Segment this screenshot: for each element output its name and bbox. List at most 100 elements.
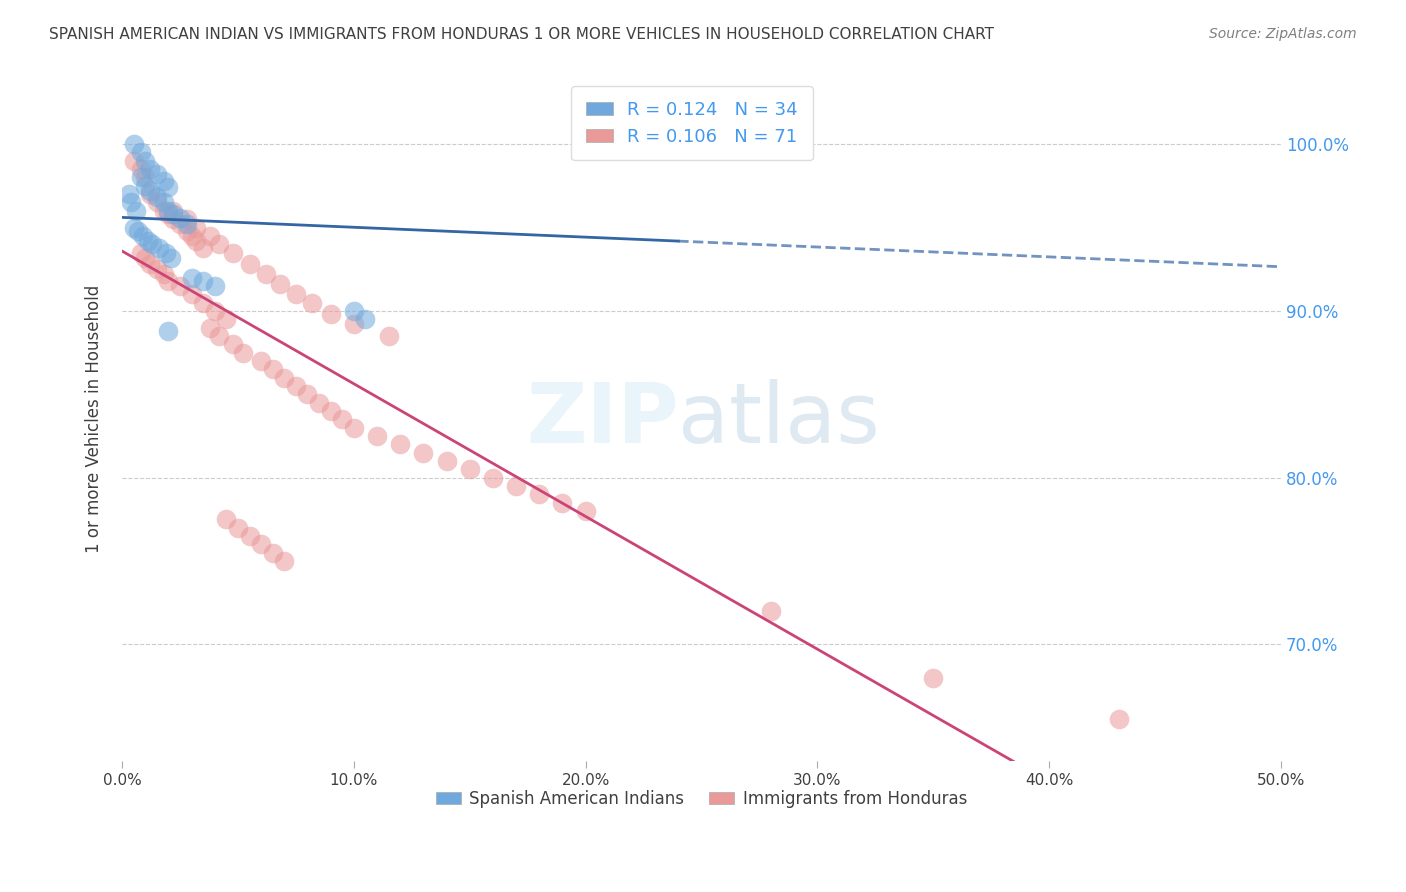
Point	[215, 512, 238, 526]
Point	[159, 251, 181, 265]
Point	[169, 211, 191, 225]
Point	[157, 203, 180, 218]
Legend: Spanish American Indians, Immigrants from Honduras: Spanish American Indians, Immigrants fro…	[429, 783, 974, 814]
Point	[139, 184, 162, 198]
Point	[319, 307, 342, 321]
Point	[148, 240, 170, 254]
Point	[141, 237, 163, 252]
Point	[366, 429, 388, 443]
Point	[122, 153, 145, 168]
Point	[193, 274, 215, 288]
Point	[759, 604, 782, 618]
Point	[152, 267, 174, 281]
Text: Source: ZipAtlas.com: Source: ZipAtlas.com	[1209, 27, 1357, 41]
Point	[308, 395, 330, 409]
Point	[204, 278, 226, 293]
Text: SPANISH AMERICAN INDIAN VS IMMIGRANTS FROM HONDURAS 1 OR MORE VEHICLES IN HOUSEH: SPANISH AMERICAN INDIAN VS IMMIGRANTS FR…	[49, 27, 994, 42]
Point	[238, 257, 260, 271]
Y-axis label: 1 or more Vehicles in Household: 1 or more Vehicles in Household	[86, 285, 103, 553]
Point	[215, 312, 238, 326]
Point	[176, 224, 198, 238]
Point	[139, 257, 162, 271]
Point	[343, 420, 366, 434]
Point	[146, 262, 169, 277]
Point	[412, 445, 434, 459]
Point	[176, 212, 198, 227]
Point	[134, 170, 156, 185]
Point	[301, 295, 323, 310]
Point	[222, 337, 245, 351]
Point	[458, 462, 481, 476]
Point	[666, 137, 689, 152]
Point	[157, 274, 180, 288]
Point	[118, 187, 141, 202]
Point	[250, 537, 273, 551]
Point	[343, 304, 366, 318]
Point	[922, 671, 945, 685]
Point	[198, 228, 221, 243]
Point	[169, 217, 191, 231]
Point	[262, 362, 284, 376]
Point	[250, 354, 273, 368]
Point	[125, 203, 148, 218]
Point	[152, 195, 174, 210]
Point	[129, 162, 152, 177]
Point	[226, 521, 249, 535]
Point	[152, 174, 174, 188]
Point	[551, 495, 574, 509]
Point	[262, 546, 284, 560]
Point	[198, 320, 221, 334]
Text: atlas: atlas	[678, 379, 880, 459]
Point	[180, 228, 202, 243]
Point	[162, 207, 184, 221]
Point	[319, 404, 342, 418]
Point	[122, 137, 145, 152]
Point	[186, 234, 208, 248]
Point	[273, 370, 295, 384]
Point	[575, 504, 598, 518]
Point	[343, 317, 366, 331]
Point	[330, 412, 353, 426]
Point	[269, 277, 291, 292]
Point	[122, 220, 145, 235]
Point	[120, 195, 142, 210]
Point	[204, 304, 226, 318]
Point	[139, 162, 162, 177]
Point	[134, 153, 156, 168]
Point	[157, 324, 180, 338]
Point	[297, 387, 319, 401]
Point	[193, 240, 215, 254]
Point	[132, 228, 155, 243]
Point	[436, 454, 458, 468]
Point	[232, 345, 254, 359]
Point	[180, 287, 202, 301]
Point	[482, 470, 505, 484]
Point	[505, 479, 527, 493]
Point	[389, 437, 412, 451]
Point	[152, 203, 174, 218]
Point	[162, 203, 184, 218]
Point	[139, 187, 162, 202]
Point	[129, 245, 152, 260]
Point	[162, 212, 184, 227]
Point	[129, 145, 152, 160]
Point	[146, 167, 169, 181]
Text: ZIP: ZIP	[526, 379, 678, 459]
Point	[157, 180, 180, 194]
Point	[354, 312, 377, 326]
Point	[134, 251, 156, 265]
Point	[155, 245, 177, 260]
Point	[254, 267, 277, 281]
Point	[169, 278, 191, 293]
Point	[222, 245, 245, 260]
Point	[238, 529, 260, 543]
Point	[1108, 712, 1130, 726]
Point	[146, 195, 169, 210]
Point	[529, 487, 551, 501]
Point	[127, 224, 149, 238]
Point	[284, 287, 307, 301]
Point	[176, 217, 198, 231]
Point	[180, 270, 202, 285]
Point	[129, 170, 152, 185]
Point	[273, 554, 295, 568]
